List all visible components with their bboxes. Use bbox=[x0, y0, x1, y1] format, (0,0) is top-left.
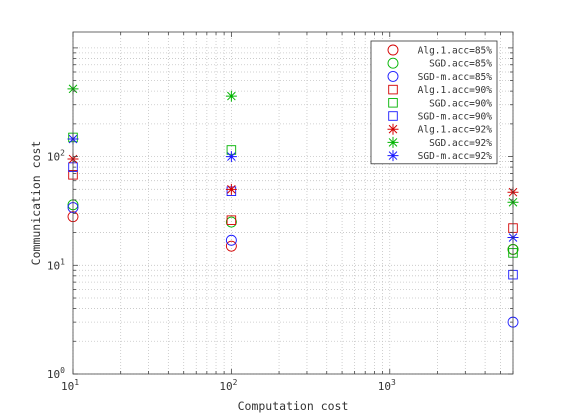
x-axis-title: Computation cost bbox=[238, 399, 349, 413]
legend-marker bbox=[387, 44, 399, 56]
legend-label: SGD.acc=92% bbox=[429, 138, 492, 149]
legend-marker bbox=[388, 84, 398, 95]
legend-marker bbox=[387, 123, 399, 135]
data-point bbox=[225, 216, 237, 228]
x-tick-label: 101 bbox=[61, 378, 79, 393]
legend-marker bbox=[387, 136, 399, 148]
legend-label: SGD-m.acc=92% bbox=[418, 151, 493, 162]
y-tick-label: 102 bbox=[47, 149, 65, 164]
x-tick-label: 102 bbox=[219, 378, 237, 393]
y-axis-title: Communication cost bbox=[29, 141, 43, 266]
legend-label: Alg.1.acc=92% bbox=[418, 125, 493, 136]
legend-marker bbox=[388, 98, 398, 108]
plot-frame bbox=[72, 31, 514, 375]
legend: Alg.1.acc=85% SGD.acc=85% SGD-m.acc=85% Alg… bbox=[370, 40, 498, 165]
legend-label: Alg.1.acc=90% bbox=[418, 85, 493, 96]
data-point bbox=[225, 183, 237, 195]
data-point bbox=[225, 240, 237, 252]
legend-marker bbox=[387, 70, 399, 82]
legend-marker bbox=[387, 57, 399, 69]
data-point bbox=[226, 215, 237, 225]
legend-label: Alg.1.acc=85% bbox=[418, 46, 493, 57]
legend-label: SGD.acc=85% bbox=[429, 59, 492, 70]
data-point bbox=[225, 90, 237, 102]
data-point bbox=[225, 151, 237, 163]
y-tick-label: 101 bbox=[47, 257, 65, 272]
legend-marker bbox=[388, 111, 398, 121]
legend-label: SGD-m.acc=85% bbox=[418, 72, 493, 83]
x-tick-label: 103 bbox=[378, 378, 396, 393]
legend-marker bbox=[387, 150, 399, 162]
y-tick-label: 100 bbox=[47, 366, 65, 381]
data-point bbox=[225, 234, 237, 246]
legend-label: SGD.acc=90% bbox=[429, 98, 492, 109]
legend-label: SGD-m.acc=90% bbox=[418, 112, 493, 123]
